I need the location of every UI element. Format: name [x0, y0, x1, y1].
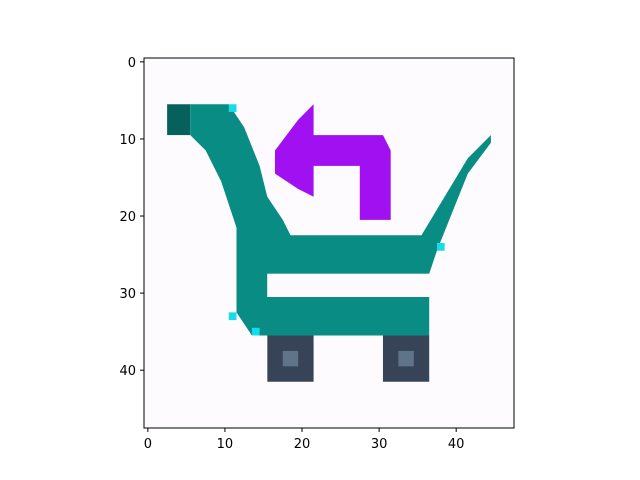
x-tick-label: 30: [371, 437, 388, 452]
x-tick-label: 20: [294, 437, 311, 452]
highlight-4: [251, 327, 260, 336]
y-tick-label: 40: [119, 364, 136, 379]
y-tick-label: 10: [119, 133, 136, 148]
y-tick-label: 20: [119, 210, 136, 225]
cart-handle-dark: [167, 104, 191, 136]
wheel-left-hub: [282, 350, 299, 367]
y-tick-label: 0: [128, 56, 136, 71]
axes-frame: [143, 57, 515, 429]
x-tick-label: 10: [217, 437, 234, 452]
x-tick-label: 40: [448, 437, 465, 452]
plot-area: [143, 57, 515, 429]
y-tick-label: 30: [119, 287, 136, 302]
highlight-3: [228, 312, 237, 321]
cart-frame: [190, 104, 491, 336]
y-axis: 0 10 20 30 40: [119, 56, 144, 379]
basket-cutout: [267, 273, 430, 297]
pixel-image: [167, 104, 491, 382]
back-arrow: [275, 104, 391, 220]
x-tick-label: 0: [144, 437, 152, 452]
highlight-2: [436, 243, 445, 251]
wheel-right-hub: [398, 350, 414, 367]
highlight-1: [228, 104, 237, 112]
x-axis: 0 10 20 30 40: [144, 428, 465, 452]
